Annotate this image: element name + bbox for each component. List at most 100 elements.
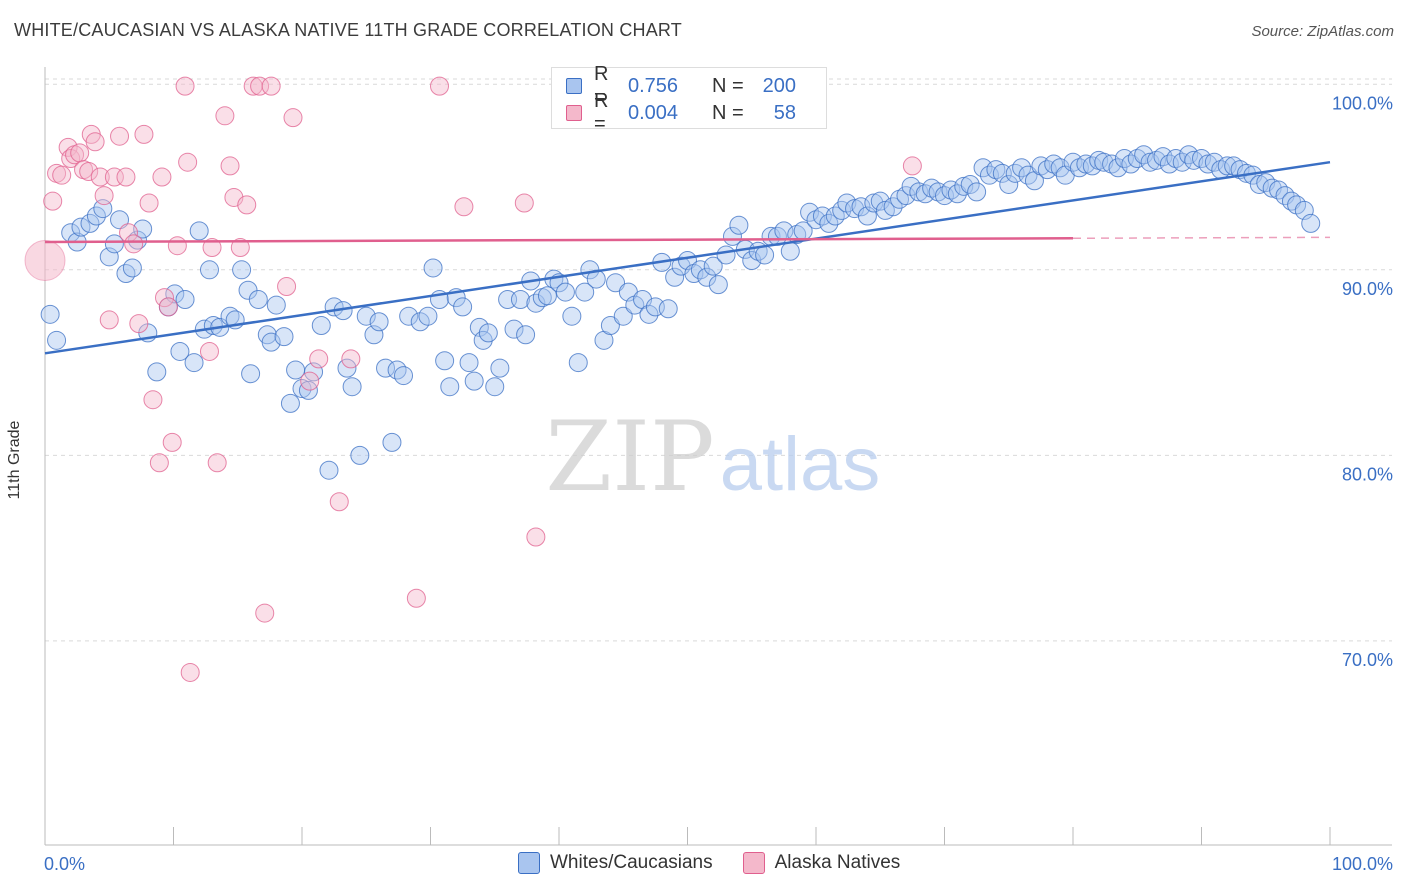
- point-whites: [104, 234, 124, 254]
- point-whites: [1172, 152, 1192, 172]
- point-alaska: [341, 349, 361, 369]
- point-whites: [806, 210, 826, 230]
- point-alaska: [79, 161, 99, 181]
- point-whites: [510, 289, 530, 309]
- point-alaska: [175, 76, 195, 96]
- trend-line-whites: [44, 160, 1331, 355]
- point-whites: [266, 295, 286, 315]
- point-whites: [410, 312, 430, 332]
- point-whites: [122, 258, 142, 278]
- point-whites: [435, 351, 455, 371]
- point-whites: [896, 186, 916, 206]
- point-whites: [883, 197, 903, 217]
- legend-r-label: R =: [594, 90, 609, 135]
- legend-row-alaska: R = 0.004 N = 58: [566, 90, 796, 135]
- point-whites: [967, 182, 987, 202]
- point-alaska: [167, 236, 187, 256]
- point-alaska: [70, 143, 90, 163]
- point-whites: [356, 306, 376, 326]
- point-alaska: [124, 234, 144, 254]
- legend-swatch-alaska: [742, 852, 765, 874]
- point-whites: [1287, 195, 1307, 215]
- point-whites: [232, 260, 252, 280]
- watermark-zip: ZIP: [545, 401, 714, 513]
- stats-legend: R = 0.756 N = 200 R = 0.004 N = 58: [551, 63, 827, 135]
- point-whites: [1192, 148, 1211, 168]
- point-whites: [387, 360, 407, 380]
- point-whites: [1012, 158, 1032, 178]
- trend-line-alaska-extension: [1072, 236, 1331, 240]
- point-alaska: [129, 314, 149, 334]
- legend-item-alaska[interactable]: Alaska Natives: [742, 852, 900, 874]
- point-whites: [319, 460, 339, 480]
- legend-n-value: 58: [773, 101, 796, 124]
- point-whites: [1121, 154, 1141, 174]
- point-alaska: [309, 349, 329, 369]
- y-tick-label: 100.0%: [1332, 93, 1393, 113]
- point-alaska: [215, 106, 235, 126]
- point-whites: [1184, 150, 1204, 170]
- point-alaska: [149, 453, 169, 473]
- point-whites: [986, 160, 1006, 180]
- point-whites: [954, 176, 974, 196]
- point-whites: [261, 332, 281, 352]
- point-alaska: [202, 238, 222, 258]
- point-alaska: [116, 167, 136, 187]
- point-whites: [658, 299, 678, 319]
- point-whites: [350, 445, 370, 465]
- point-alaska: [277, 277, 297, 297]
- series-legend: Whites/Caucasians Alaska Natives: [518, 852, 930, 874]
- point-whites: [941, 180, 961, 200]
- point-whites: [755, 245, 775, 265]
- point-whites: [684, 264, 704, 284]
- point-alaska: [283, 108, 303, 128]
- point-whites: [851, 197, 871, 217]
- point-alaska: [406, 588, 426, 608]
- point-whites: [274, 327, 294, 347]
- point-whites: [729, 215, 749, 235]
- point-whites: [870, 191, 890, 211]
- point-whites: [423, 258, 443, 278]
- point-alaska: [61, 148, 81, 168]
- tick-labels: 100.0% 90.0% 80.0% 70.0% 0.0% 100.0%: [44, 93, 1393, 874]
- point-whites: [690, 260, 710, 280]
- point-whites: [555, 282, 575, 302]
- point-whites: [890, 189, 910, 209]
- point-whites: [440, 377, 460, 397]
- trend-lines: [44, 160, 1331, 355]
- point-alaska: [514, 193, 534, 213]
- point-whites: [864, 193, 884, 213]
- legend-label-whites: Whites/Caucasians: [550, 852, 713, 873]
- legend-swatch-whites: [518, 852, 540, 874]
- point-whites: [490, 358, 510, 378]
- point-alaska: [158, 297, 178, 317]
- legend-item-whites[interactable]: Whites/Caucasians: [518, 852, 713, 874]
- data-points: [24, 76, 1321, 682]
- point-whites: [382, 432, 402, 452]
- point-alaska: [155, 288, 175, 308]
- point-whites: [1269, 180, 1289, 200]
- point-alaska: [104, 167, 124, 187]
- point-alaska: [329, 492, 349, 512]
- point-whites: [909, 182, 929, 202]
- point-whites: [292, 379, 312, 399]
- point-whites: [1281, 191, 1301, 211]
- point-whites: [960, 174, 980, 194]
- source-label: Source: ZipAtlas.com: [1251, 23, 1394, 40]
- point-whites: [189, 221, 209, 241]
- point-alaska: [134, 124, 154, 144]
- point-whites: [80, 213, 100, 233]
- point-whites: [184, 353, 204, 373]
- point-alaska: [85, 132, 105, 152]
- point-alaska: [199, 341, 219, 361]
- point-alaska: [261, 76, 281, 96]
- point-whites: [716, 245, 736, 265]
- point-alaska: [139, 193, 159, 213]
- point-alaska: [58, 137, 78, 157]
- trend-line-alaska: [44, 237, 1074, 244]
- legend-n-label: N =: [712, 101, 744, 124]
- point-whites: [665, 267, 685, 287]
- point-alaska: [143, 390, 163, 410]
- point-alaska: [152, 167, 172, 187]
